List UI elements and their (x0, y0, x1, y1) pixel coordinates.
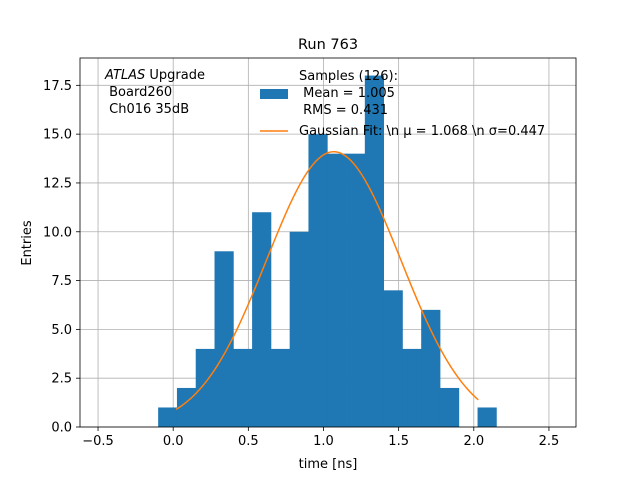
x-tick-label-2: 0.5 (238, 434, 259, 449)
x-tick-label-5: 2.0 (463, 434, 484, 449)
x-tick-label-6: 2.5 (539, 434, 560, 449)
legend-mean-label: Mean = 1.005 (299, 86, 395, 101)
histogram-bar-15 (439, 387, 460, 427)
y-tick-label-2: 5.0 (51, 323, 72, 338)
histogram-bars (158, 75, 497, 428)
y-tick-label-6: 15.0 (43, 128, 72, 143)
legend-samples-label: Samples (126): (299, 69, 398, 84)
legend: Samples (126): Mean = 1.005 RMS = 0.431 … (260, 69, 545, 139)
y-tick-label-3: 7.5 (51, 274, 72, 289)
legend-rms-label: RMS = 0.431 (299, 103, 388, 118)
y-tick-label-7: 17.5 (43, 79, 72, 94)
histogram-bar-9 (327, 153, 347, 427)
legend-fit-label: Gaussian Fit: \n μ = 1.068 \n σ=0.447 (299, 124, 545, 139)
x-tick-label-4: 1.5 (388, 434, 409, 449)
axes-frame (79, 57, 577, 428)
histogram-bar-2 (195, 348, 215, 427)
histogram-bar-3 (214, 251, 234, 427)
histogram-bar-4 (233, 348, 253, 427)
atlas-annotation: ATLAS Upgrade Board260 Ch016 35dB (104, 68, 205, 117)
histogram-bar-6 (270, 348, 291, 427)
y-tick-label-4: 10.0 (43, 225, 72, 240)
annotation-line-1: ATLAS Upgrade (104, 68, 205, 83)
gaussian-fit-line (175, 150, 479, 411)
histogram-bar-5 (252, 212, 272, 427)
x-tick-label-1: 0.0 (163, 434, 184, 449)
x-tick-label-3: 1.0 (313, 434, 334, 449)
y-tick-label-1: 2.5 (51, 372, 72, 387)
y-axis-ticks: 0.0 2.5 5.0 7.5 10.0 12.5 15.0 17.5 (43, 79, 80, 436)
histogram-bar-7 (289, 231, 309, 427)
chart-title: Run 763 (298, 37, 358, 53)
board-label: Board260 (105, 85, 172, 100)
y-tick-label-0: 0.0 (51, 421, 72, 436)
atlas-label: ATLAS (104, 68, 145, 83)
y-tick-label-5: 12.5 (43, 176, 72, 191)
y-axis-label: Entries (20, 220, 35, 266)
channel-label: Ch016 35dB (105, 102, 189, 117)
histogram-bar-0 (158, 407, 178, 427)
histogram-bar-13 (402, 348, 422, 427)
x-tick-label-0: −0.5 (82, 434, 114, 449)
histogram-bar-11 (364, 75, 385, 428)
histogram-bar-12 (383, 290, 403, 427)
histogram-bar-14 (421, 309, 441, 427)
histogram-bar-17 (477, 407, 497, 427)
upgrade-label: Upgrade (145, 68, 205, 83)
histogram-bar-10 (346, 153, 366, 427)
x-axis-ticks: −0.5 0.0 0.5 1.0 1.5 2.0 2.5 (82, 427, 559, 449)
histogram-bar-8 (308, 134, 328, 427)
x-axis-label: time [ns] (299, 457, 358, 472)
legend-histogram-swatch (260, 89, 288, 99)
